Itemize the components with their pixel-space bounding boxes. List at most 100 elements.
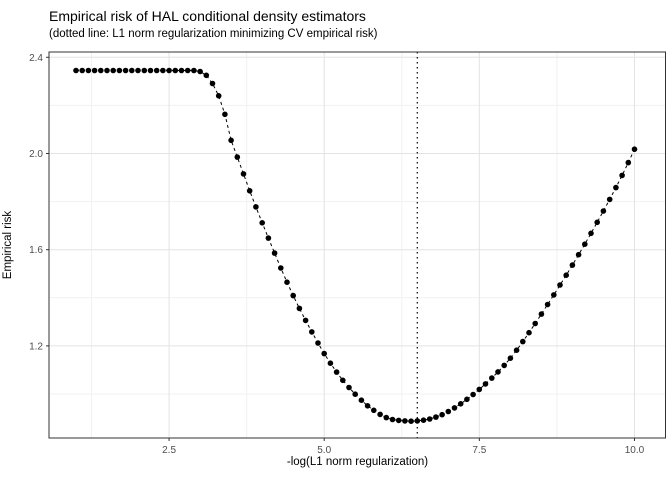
data-point xyxy=(563,272,569,279)
data-point xyxy=(364,403,371,409)
data-point xyxy=(228,137,234,144)
data-point xyxy=(557,282,563,288)
data-point xyxy=(495,369,501,375)
data-point xyxy=(147,67,154,74)
data-point xyxy=(402,418,408,424)
x-tick-label: 7.5 xyxy=(472,445,486,456)
x-tick-label: 10.0 xyxy=(625,445,645,456)
data-point xyxy=(625,159,632,166)
data-point xyxy=(569,262,576,268)
plot-title: Empirical risk of HAL conditional densit… xyxy=(49,8,366,24)
data-point xyxy=(358,397,365,404)
data-point xyxy=(278,265,284,271)
data-point xyxy=(414,418,421,424)
data-point xyxy=(98,67,104,74)
data-point xyxy=(619,172,625,179)
data-point xyxy=(271,250,278,256)
data-point xyxy=(538,311,545,317)
data-point xyxy=(594,219,600,226)
data-point xyxy=(588,230,594,237)
data-point xyxy=(253,204,259,210)
data-point xyxy=(73,67,79,74)
data-point xyxy=(575,251,582,258)
data-point xyxy=(129,67,135,74)
data-point xyxy=(166,67,172,74)
data-point xyxy=(470,391,476,398)
data-point xyxy=(600,208,607,214)
panel-border xyxy=(48,51,666,439)
data-point xyxy=(302,317,309,324)
data-point xyxy=(532,320,538,327)
data-point xyxy=(408,418,414,425)
data-point xyxy=(501,362,508,369)
data-point xyxy=(178,67,185,74)
data-point xyxy=(457,401,464,407)
data-point xyxy=(333,369,340,375)
data-point xyxy=(104,67,110,74)
data-point xyxy=(284,279,290,286)
data-point xyxy=(296,305,303,312)
x-axis-title: -log(L1 norm regularization) xyxy=(286,456,429,468)
data-point xyxy=(153,67,160,74)
data-point xyxy=(215,93,222,99)
data-point xyxy=(426,416,433,422)
data-point xyxy=(352,391,359,398)
data-point xyxy=(135,67,141,74)
data-point xyxy=(631,146,638,152)
data-point xyxy=(79,67,85,74)
data-point xyxy=(489,375,495,381)
data-point xyxy=(327,360,334,367)
y-axis-title: Empirical risk xyxy=(2,210,14,280)
data-point xyxy=(389,416,396,423)
data-point xyxy=(85,67,92,74)
data-point xyxy=(290,292,297,299)
data-point xyxy=(371,407,377,414)
data-point xyxy=(476,386,483,393)
data-point xyxy=(172,67,179,74)
data-point xyxy=(383,414,390,421)
data-point xyxy=(91,67,98,74)
x-tick-label: 2.5 xyxy=(162,445,176,456)
data-point xyxy=(246,188,253,194)
data-point xyxy=(110,67,116,74)
data-point xyxy=(191,67,197,74)
data-point xyxy=(222,111,228,118)
data-point xyxy=(122,67,129,74)
plot-subtitle: (dotted line: L1 norm regularization min… xyxy=(49,28,378,40)
data-point xyxy=(141,67,148,74)
data-point xyxy=(513,347,520,354)
data-point xyxy=(346,384,352,391)
data-point xyxy=(439,411,445,418)
y-tick-label: 1.2 xyxy=(29,341,43,352)
data-point xyxy=(209,80,216,87)
y-tick-label: 1.6 xyxy=(29,245,43,256)
data-point xyxy=(395,417,402,424)
data-point xyxy=(582,241,588,247)
risk-curve-line xyxy=(76,70,635,422)
data-point xyxy=(321,350,328,357)
data-point xyxy=(265,235,272,241)
y-tick-label: 2.0 xyxy=(29,149,43,160)
data-point xyxy=(507,355,514,362)
data-point xyxy=(551,292,557,298)
data-point xyxy=(613,184,619,191)
data-point xyxy=(420,417,427,424)
data-point xyxy=(482,381,489,387)
data-point xyxy=(197,68,203,75)
data-point xyxy=(160,67,166,74)
data-point xyxy=(606,196,613,203)
data-point xyxy=(445,408,452,415)
data-point xyxy=(433,414,439,420)
data-point xyxy=(309,329,315,335)
data-point xyxy=(315,340,321,346)
data-point xyxy=(340,377,346,384)
data-point xyxy=(377,411,383,418)
data-point xyxy=(240,171,247,177)
data-point xyxy=(116,67,123,74)
data-point xyxy=(464,396,470,403)
data-point xyxy=(526,329,532,336)
data-point xyxy=(234,154,241,160)
data-point xyxy=(520,338,526,345)
